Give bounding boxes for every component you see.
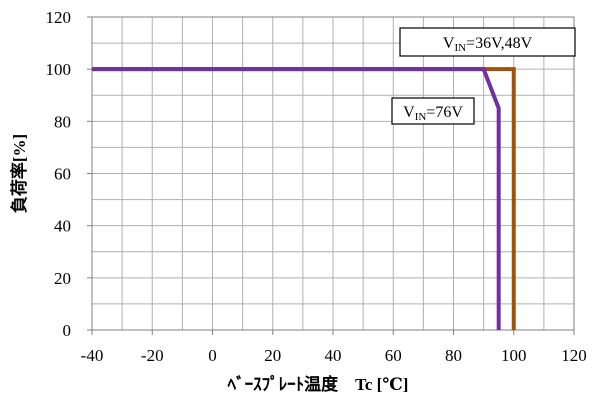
y-tick-label: 120 (46, 8, 72, 27)
x-tick-label: 120 (561, 346, 587, 365)
y-tick-label: 80 (54, 112, 71, 131)
x-tick-label: -20 (141, 346, 164, 365)
grid-lines (92, 17, 574, 330)
x-tick-label: 20 (264, 346, 281, 365)
annotation-box (399, 27, 576, 57)
x-tick-label: 100 (501, 346, 527, 365)
y-tick-label: 20 (54, 269, 71, 288)
x-tick-label: 80 (445, 346, 462, 365)
annotation-box (391, 97, 475, 125)
y-axis-label: 負荷率[%] (9, 134, 29, 213)
annotations: VIN=36V,48V VIN=76V (391, 27, 576, 125)
annotation-label: VIN=36V,48V (443, 35, 533, 54)
axes: -40 -20 0 20 40 60 80 100 120 0 20 40 60 80 100 120 (46, 8, 587, 365)
series-line-2 (92, 67, 501, 330)
annotation-label: VIN=76V (403, 104, 463, 123)
y-tick-label: 0 (63, 321, 72, 340)
series-lines (92, 67, 516, 330)
y-tick-label: 100 (46, 60, 72, 79)
y-tick-label: 60 (54, 165, 71, 184)
y-tick-label: 40 (54, 217, 71, 236)
x-tick-label: 40 (325, 346, 342, 365)
x-tick-label: 60 (385, 346, 402, 365)
x-tick-label: -40 (81, 346, 104, 365)
x-tick-label: 0 (208, 346, 217, 365)
x-axis-label: ﾍﾞｰｽﾌﾟﾚｰﾄ温度 Tc [℃] (227, 374, 409, 394)
